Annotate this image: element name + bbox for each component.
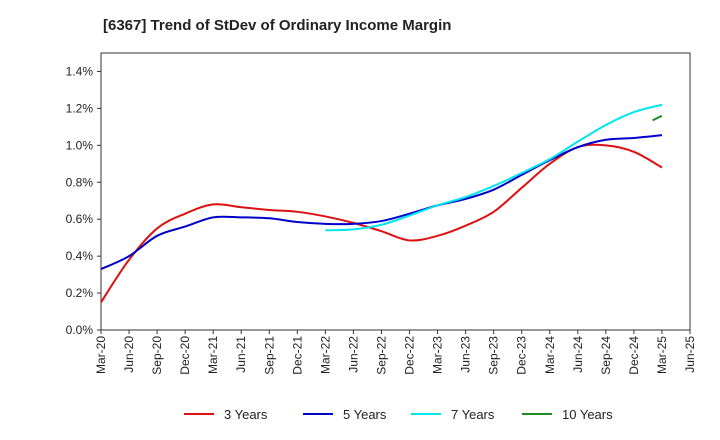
series-line-5-years xyxy=(100,134,663,270)
y-axis-tick-labels: 0.0% 0.2% 0.4% 0.6% 0.8% 1.0% 1.2% 1.4% xyxy=(66,64,94,337)
x-tick-label: Dec-24 xyxy=(627,336,641,375)
x-tick-label: Mar-20 xyxy=(94,336,108,374)
x-tick-label: Jun-22 xyxy=(346,336,360,373)
x-tick-label: Sep-22 xyxy=(374,336,388,375)
x-tick-label: Mar-24 xyxy=(543,336,557,374)
x-tick-label: Sep-21 xyxy=(262,336,276,375)
x-tick-label: Jun-24 xyxy=(571,336,585,373)
x-tick-label: Dec-23 xyxy=(515,336,529,375)
x-tick-label: Jun-25 xyxy=(683,336,697,373)
x-tick-label: Jun-23 xyxy=(459,336,473,373)
y-tick-label: 0.8% xyxy=(66,175,94,189)
legend-label-3-years: 3 Years xyxy=(224,407,268,422)
y-tick-label: 1.0% xyxy=(66,138,94,152)
y-tick-label: 0.4% xyxy=(66,249,94,263)
legend: 3 Years 5 Years 7 Years 10 Years xyxy=(184,407,613,422)
legend-label-10-years: 10 Years xyxy=(562,407,613,422)
y-tick-label: 0.0% xyxy=(66,323,94,337)
legend-label-7-years: 7 Years xyxy=(451,407,495,422)
x-tick-label: Sep-20 xyxy=(150,336,164,375)
plot-area xyxy=(100,52,691,331)
legend-label-5-years: 5 Years xyxy=(343,407,387,422)
chart-title: [6367] Trend of StDev of Ordinary Income… xyxy=(103,17,451,34)
x-tick-label: Dec-21 xyxy=(290,336,304,375)
x-tick-label: Jun-21 xyxy=(234,336,248,373)
series-lines xyxy=(100,103,663,303)
y-tick-label: 1.4% xyxy=(66,64,94,78)
x-tick-label: Mar-23 xyxy=(431,336,445,374)
y-tick-label: 0.2% xyxy=(66,286,94,300)
series-line-7-years xyxy=(325,103,663,232)
x-axis-tick-labels: Mar-20 Jun-20 Sep-20 Dec-20 Mar-21 Jun-21 Sep-… xyxy=(94,336,697,375)
x-tick-label: Dec-20 xyxy=(178,336,192,375)
x-tick-label: Mar-22 xyxy=(318,336,332,374)
y-tick-label: 0.6% xyxy=(66,212,94,226)
y-tick-label: 1.2% xyxy=(66,101,94,115)
x-tick-label: Jun-20 xyxy=(122,336,136,373)
x-tick-label: Sep-24 xyxy=(599,336,613,375)
x-tick-label: Mar-21 xyxy=(206,336,220,374)
series-line-10-years xyxy=(652,114,663,122)
x-tick-label: Sep-23 xyxy=(487,336,501,375)
x-tick-label: Mar-25 xyxy=(655,336,669,374)
axes xyxy=(97,52,691,334)
x-tick-label: Dec-22 xyxy=(403,336,417,375)
